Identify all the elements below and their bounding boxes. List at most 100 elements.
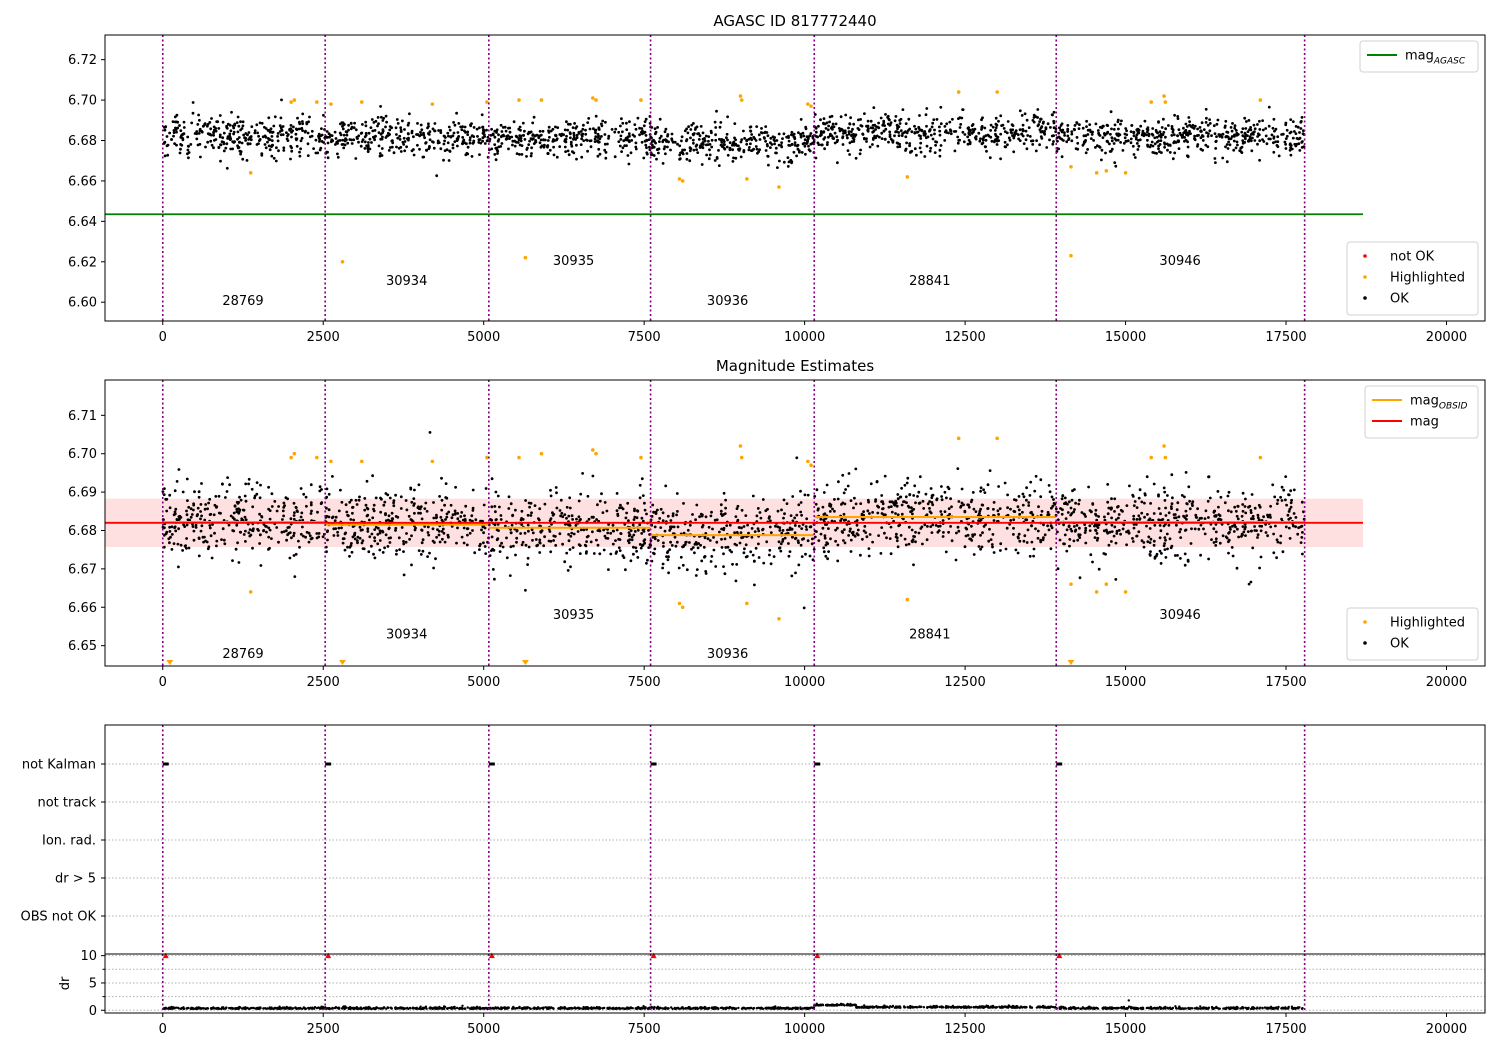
agasc-xtick-label: 10000	[784, 330, 825, 345]
mag-obsid-label: 28769	[222, 647, 263, 662]
mag-offscale-marker	[166, 660, 174, 665]
agasc-highlighted-point	[995, 90, 999, 94]
agasc-highlighted-point	[739, 98, 744, 102]
agasc-axes	[104, 34, 1486, 322]
agasc-xtick-label: 20000	[1426, 330, 1467, 345]
agasc-legend-bottom	[1346, 241, 1479, 316]
mag-legend-swatch	[1363, 641, 1367, 645]
dr-xtick-label: 5000	[467, 1022, 500, 1037]
agasc-xtick-label: 12500	[944, 330, 985, 345]
agasc-xtick-label: 15000	[1105, 330, 1146, 345]
flags-category-label: dr > 5	[55, 872, 96, 887]
flags-category-label: not Kalman	[22, 758, 96, 773]
agasc-highlighted-point	[1069, 253, 1073, 258]
mag-highlighted-point	[517, 455, 521, 460]
mag-highlighted-point	[738, 444, 743, 448]
dr-outlier-point	[1127, 999, 1130, 1002]
mag-obsid-label: 30935	[553, 608, 594, 623]
agasc-ytick-label: 6.68	[68, 134, 97, 149]
flags-mark	[488, 762, 495, 766]
agasc-ytick-label: 6.72	[68, 53, 97, 68]
mag-ytick-label: 6.67	[68, 562, 97, 577]
mag-highlighted-point	[1163, 455, 1168, 460]
chart-title: AGASC ID 817772440	[713, 12, 876, 30]
mag-xtick-label: 17500	[1265, 675, 1306, 690]
mag-highlighted-point	[995, 436, 999, 441]
dr-xtick-label: 20000	[1426, 1022, 1467, 1037]
chart-subtitle: Magnitude Estimates	[716, 357, 874, 375]
mag-highlighted-point	[292, 451, 297, 456]
agasc-highlighted-point	[315, 100, 319, 104]
agasc-highlighted-point	[1149, 100, 1154, 104]
agasc-highlighted-point	[956, 90, 961, 94]
mag-axes	[104, 379, 1486, 667]
agasc-highlighted-point	[738, 94, 743, 98]
mag-highlighted-point	[905, 597, 910, 602]
agasc-ytick-label: 6.60	[68, 296, 97, 311]
dr-xtick-label: 0	[159, 1022, 167, 1037]
agasc-xtick-label: 2500	[307, 330, 340, 345]
mag-xtick-label: 12500	[944, 675, 985, 690]
agasc-highlighted-point	[430, 102, 435, 106]
mag-highlighted-point	[594, 451, 598, 456]
dr-clip-marker	[325, 952, 332, 959]
dr-clip-marker	[162, 952, 169, 959]
agasc-highlighted-point	[1162, 94, 1166, 98]
mag-highlighted-point	[1094, 590, 1099, 594]
agasc-xtick-label: 17500	[1265, 330, 1306, 345]
mag-highlighted-point	[315, 455, 319, 460]
mag-xtick-label: 5000	[467, 675, 500, 690]
agasc-highlighted-point	[594, 98, 598, 102]
mag-highlighted-point	[809, 463, 813, 468]
dr-xtick-label: 12500	[944, 1022, 985, 1037]
dr-xtick-label: 15000	[1105, 1022, 1146, 1037]
agasc-legend-swatch	[1363, 296, 1367, 300]
agasc-highlighted-point	[248, 171, 253, 175]
mag-legend-bottom	[1346, 607, 1479, 661]
agasc-highlighted-point	[329, 102, 333, 106]
agasc-highlighted-point	[777, 185, 781, 189]
agasc-xtick-label: 5000	[467, 330, 500, 345]
dr-axes	[104, 953, 1486, 1014]
dr-xtick-label: 7500	[628, 1022, 661, 1037]
mag-highlighted-point	[739, 455, 744, 460]
agasc-highlighted-point	[680, 179, 685, 183]
mag-xtick-label: 10000	[784, 675, 825, 690]
mag-ytick-label: 6.68	[68, 524, 97, 539]
flags-category-label: Ion. rad.	[42, 834, 96, 849]
agasc-highlighted-point	[539, 98, 544, 102]
flags-category-label: OBS not OK	[21, 910, 97, 925]
mag-ok-points	[161, 431, 1306, 610]
mag-obsid-label: 30934	[386, 628, 427, 643]
mag-obsid-label: 30936	[707, 647, 748, 662]
mag-highlighted-point	[806, 459, 810, 464]
mag-xtick-label: 0	[159, 675, 167, 690]
agasc-highlighted-point	[1104, 169, 1109, 173]
dr-xtick-label: 10000	[784, 1022, 825, 1037]
mag-highlighted-point	[1149, 455, 1154, 460]
agasc-obsid-label: 30934	[386, 274, 427, 289]
flags-category-label: not track	[37, 796, 96, 811]
agasc-obsid-label: 30935	[553, 254, 594, 269]
agasc-obsid-label: 30936	[707, 294, 748, 309]
mag-highlighted-points	[248, 436, 1263, 621]
mag-ytick-label: 6.65	[68, 639, 97, 654]
mag-offscale-marker	[521, 660, 529, 665]
agasc-highlighted-point	[1094, 171, 1099, 175]
mag-legend-label: mag	[1410, 415, 1439, 430]
mag-ytick-label: 6.71	[68, 409, 97, 424]
mag-highlighted-point	[639, 455, 643, 460]
mag-highlighted-point	[485, 455, 489, 460]
mag-highlighted-point	[591, 448, 595, 452]
agasc-highlighted-point	[292, 98, 297, 102]
mag-ytick-label: 6.70	[68, 447, 97, 462]
mag-ytick-label: 6.66	[68, 601, 97, 616]
agasc-highlighted-point	[639, 98, 643, 102]
mag-highlighted-point	[745, 601, 749, 606]
dr-clip-marker	[488, 952, 495, 959]
agasc-ytick-label: 6.70	[68, 94, 97, 109]
dr-clip-marker	[1056, 952, 1063, 959]
agasc-xtick-label: 0	[159, 330, 167, 345]
